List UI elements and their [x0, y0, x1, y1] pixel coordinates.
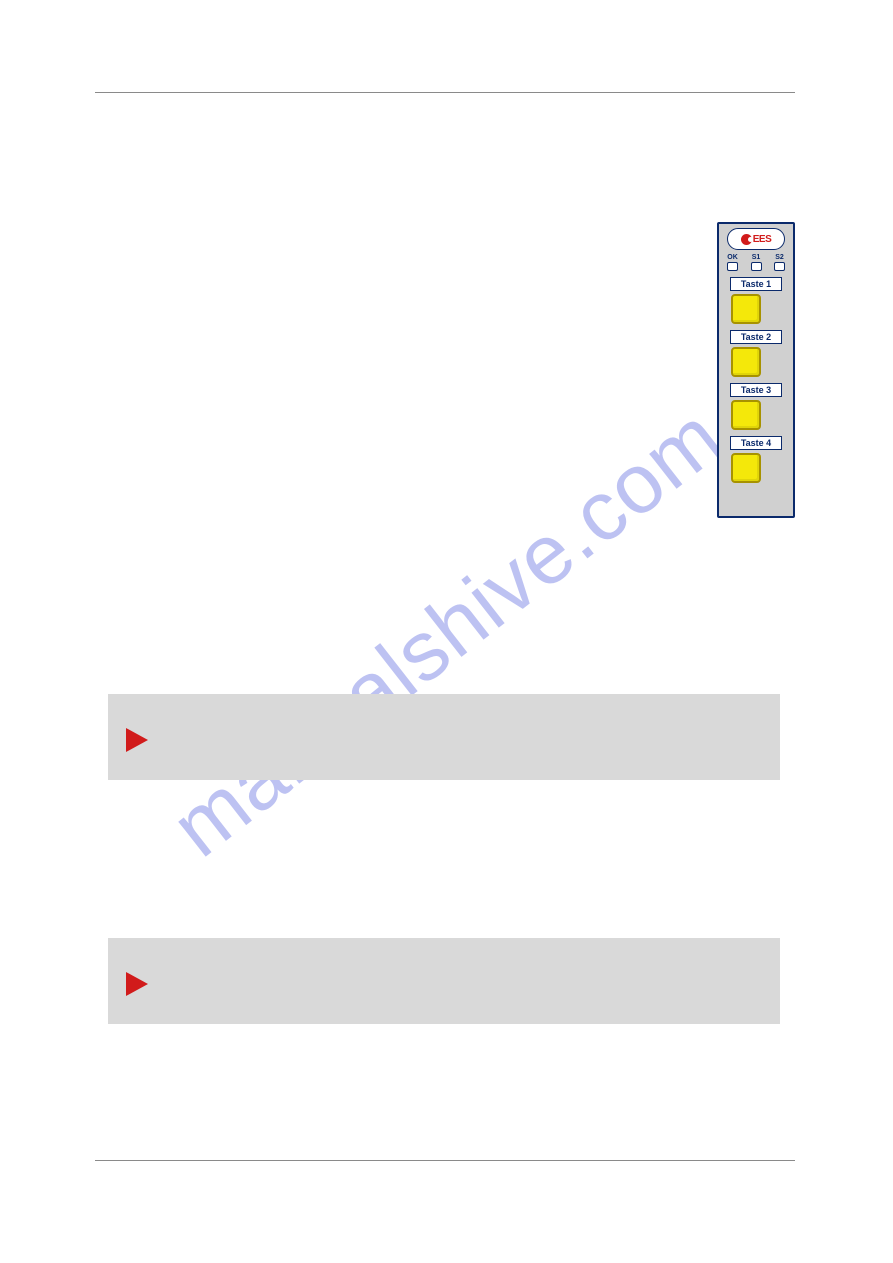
- button-label: Taste 4: [730, 436, 782, 450]
- button-key-4[interactable]: [731, 453, 761, 483]
- led-label: OK: [727, 254, 738, 261]
- button-block-2: Taste 2: [725, 330, 787, 377]
- button-key-3[interactable]: [731, 400, 761, 430]
- footer-rule: [95, 1160, 795, 1161]
- button-label: Taste 1: [730, 277, 782, 291]
- note-box-2: [108, 938, 780, 1024]
- led-indicator-icon: [751, 262, 762, 271]
- led-label: S2: [774, 254, 785, 261]
- logo-text: EES: [753, 234, 772, 245]
- note-box-1: [108, 694, 780, 780]
- button-label: Taste 2: [730, 330, 782, 344]
- arrow-right-icon: [126, 728, 148, 752]
- led-ok: OK: [727, 254, 738, 271]
- button-block-4: Taste 4: [725, 436, 787, 483]
- header-rule: [95, 92, 795, 93]
- arrow-right-icon: [126, 972, 148, 996]
- button-label: Taste 3: [730, 383, 782, 397]
- button-key-1[interactable]: [731, 294, 761, 324]
- logo-mark-icon: [741, 234, 752, 245]
- led-indicator-icon: [727, 262, 738, 271]
- led-s2: S2: [774, 254, 785, 271]
- led-row: OK S1 S2: [727, 254, 785, 271]
- watermark: manualshive.com: [153, 387, 740, 875]
- button-block-3: Taste 3: [725, 383, 787, 430]
- logo-pill: EES: [727, 228, 785, 250]
- button-block-1: Taste 1: [725, 277, 787, 324]
- led-label: S1: [751, 254, 762, 261]
- led-s1: S1: [751, 254, 762, 271]
- button-key-2[interactable]: [731, 347, 761, 377]
- logo: EES: [741, 234, 772, 245]
- device-panel: EES OK S1 S2 Taste 1 Taste 2 Taste 3 Tas…: [717, 222, 795, 518]
- led-indicator-icon: [774, 262, 785, 271]
